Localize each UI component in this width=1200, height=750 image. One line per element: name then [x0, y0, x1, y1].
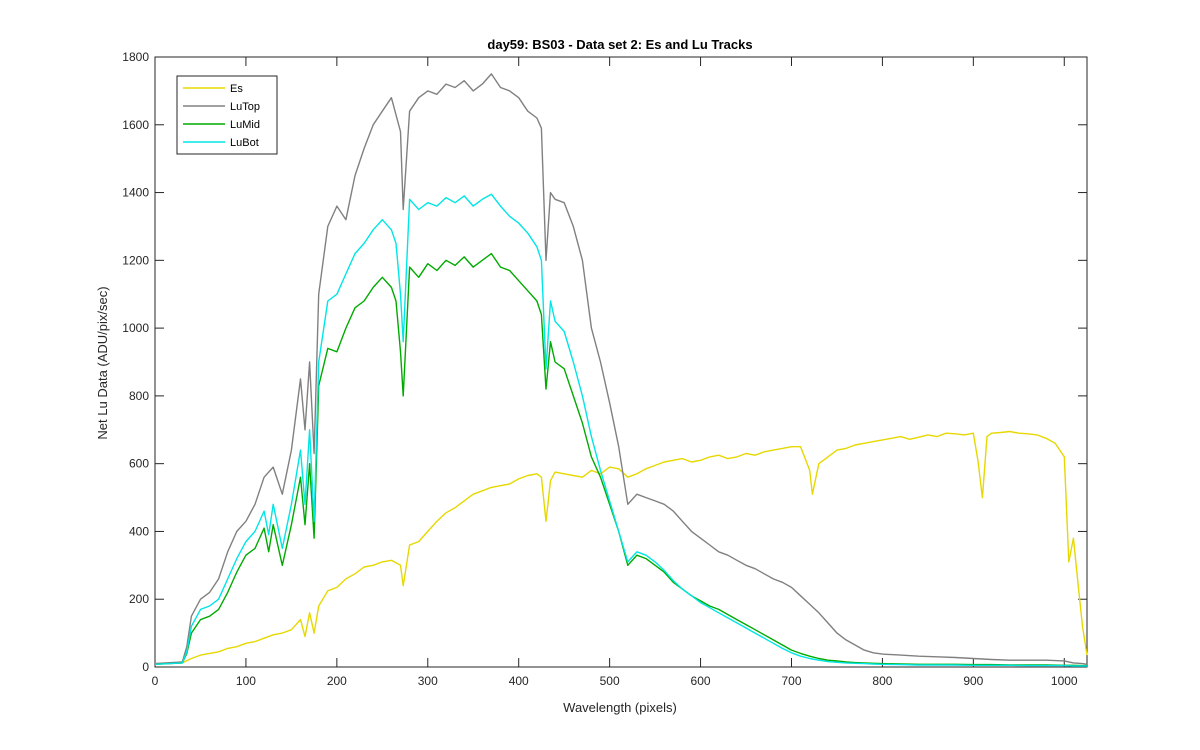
- y-tick-label: 0: [142, 660, 149, 674]
- x-axis-label: Wavelength (pixels): [563, 700, 677, 715]
- legend-label-es: Es: [230, 83, 243, 95]
- x-tick-label: 900: [963, 674, 983, 688]
- y-tick-label: 600: [129, 457, 149, 471]
- series-line-es: [154, 430, 1088, 665]
- y-tick-label: 800: [129, 389, 149, 403]
- y-axis-label: Net Lu Data (ADU/pix/sec): [95, 286, 110, 439]
- legend-label-lumid: LuMid: [230, 119, 260, 131]
- y-tick-label: 1400: [122, 186, 149, 200]
- x-tick-label: 200: [327, 674, 347, 688]
- legend-label-lutop: LuTop: [230, 101, 260, 113]
- x-tick-label: 500: [600, 674, 620, 688]
- x-tick-label: 0: [152, 674, 159, 688]
- chart-title: day59: BS03 - Data set 2: Es and Lu Trac…: [487, 37, 752, 52]
- series-line-lumid: [154, 252, 1087, 667]
- x-tick-label: 1000: [1051, 674, 1078, 688]
- legend-label-lubot: LuBot: [230, 137, 259, 149]
- y-tick-label: 400: [129, 524, 149, 538]
- x-tick-label: 300: [418, 674, 438, 688]
- y-tick-label: 1600: [122, 118, 149, 132]
- plot-frame: [154, 56, 1088, 668]
- legend-box: [176, 75, 278, 155]
- legend: Es LuTop LuMid LuBot: [176, 75, 278, 155]
- y-tick-label: 200: [129, 592, 149, 606]
- x-tick-label: 800: [872, 674, 892, 688]
- x-tick-label: 700: [781, 674, 801, 688]
- series-line-lubot: [154, 193, 1087, 667]
- y-tick-label: 1800: [122, 50, 149, 64]
- y-tick-label: 1200: [122, 253, 149, 267]
- plot-area: 0 100 200 300 400 500 600 700 800 900 1000 0 200 400 6…: [122, 50, 1088, 688]
- y-tick-label: 1000: [122, 321, 149, 335]
- x-tick-label: 400: [509, 674, 529, 688]
- x-tick-label: 600: [691, 674, 711, 688]
- x-tick-label: 100: [236, 674, 256, 688]
- series-line-lutop: [154, 73, 1088, 665]
